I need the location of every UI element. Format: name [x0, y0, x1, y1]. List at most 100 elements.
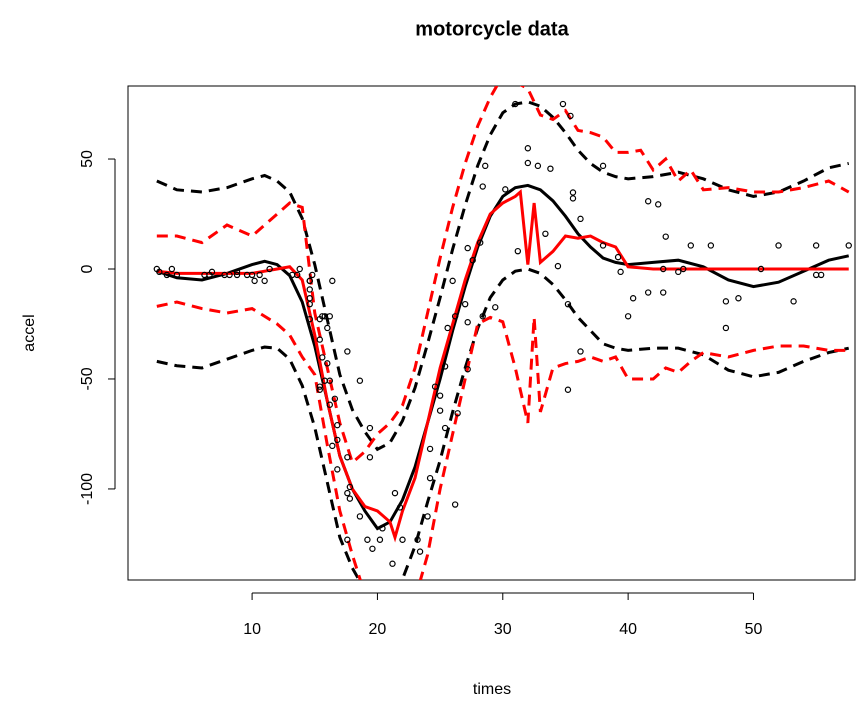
data-point [426, 445, 434, 453]
data-point [577, 348, 584, 355]
data-point [569, 195, 577, 202]
data-point [461, 300, 469, 308]
data-point [334, 436, 341, 444]
data-point [554, 262, 562, 270]
data-point [344, 348, 351, 355]
data-point [391, 489, 399, 497]
data-point [156, 268, 163, 276]
data-point [775, 242, 782, 249]
data-point [599, 162, 607, 170]
data-point [329, 442, 336, 450]
data-point [376, 536, 384, 543]
data-point [346, 483, 354, 491]
data-point [469, 256, 476, 264]
data-point [309, 271, 316, 279]
data-point [845, 242, 852, 249]
data-point [306, 295, 313, 302]
data-point [431, 383, 439, 390]
data-point [444, 324, 451, 332]
data-point [344, 536, 351, 543]
data-point [319, 354, 326, 361]
data-point [296, 265, 303, 273]
data-point [644, 198, 652, 205]
data-point [248, 271, 256, 279]
y-axis-label: accel [21, 314, 38, 351]
data-point [464, 319, 471, 326]
data-point [306, 277, 313, 285]
data-point [316, 336, 323, 343]
data-point [680, 265, 687, 273]
data-point [629, 295, 637, 302]
data-point [624, 313, 632, 320]
data-point [482, 162, 489, 170]
data-point [379, 525, 386, 532]
data-point [564, 386, 572, 393]
data-point [817, 271, 825, 279]
data-point [757, 265, 765, 273]
data-point [261, 277, 268, 285]
data-point [319, 313, 326, 320]
data-point [479, 313, 486, 320]
data-point [559, 100, 567, 108]
band-line [156, 300, 849, 580]
data-point [569, 189, 577, 196]
data-point [662, 233, 669, 240]
data-point [326, 377, 334, 384]
data-point [492, 304, 499, 311]
y-tick-label: -50 [79, 367, 96, 390]
data-point [389, 560, 396, 567]
data-point [326, 313, 334, 320]
data-point [436, 407, 444, 414]
x-tick-label: 50 [745, 621, 763, 638]
data-point [617, 268, 624, 276]
data-point [173, 271, 181, 279]
data-point [306, 286, 313, 293]
data-point [436, 392, 444, 399]
data-point [660, 289, 667, 296]
data-point [790, 298, 797, 305]
y-tick-label: -100 [79, 473, 96, 505]
data-point [331, 395, 339, 402]
data-point [208, 268, 216, 276]
data-point [266, 265, 273, 273]
data-point [426, 474, 434, 482]
data-point [346, 495, 354, 502]
data-point [233, 271, 241, 279]
data-point [514, 247, 522, 255]
x-tick-label: 10 [243, 621, 261, 638]
data-point [316, 383, 323, 390]
data-point [326, 401, 334, 408]
data-point [599, 242, 607, 249]
fit-line [156, 183, 850, 531]
data-point [441, 363, 449, 370]
data-point [687, 242, 694, 249]
x-axis-label: times [473, 681, 511, 698]
data-point [477, 239, 484, 246]
data-point [306, 315, 313, 323]
data-point [366, 424, 374, 432]
plot-box [127, 85, 856, 581]
data-point [369, 545, 376, 552]
data-point [512, 100, 519, 108]
data-point [451, 501, 459, 508]
data-point [660, 265, 667, 273]
chart-title: motorcycle data [415, 18, 569, 40]
data-point [547, 165, 554, 172]
data-point [812, 242, 820, 249]
data-point [356, 377, 364, 384]
data-point [251, 277, 258, 285]
data-point [416, 548, 424, 555]
data-point [655, 201, 662, 208]
data-point [524, 159, 532, 167]
data-point [316, 386, 323, 393]
data-point [449, 277, 456, 285]
data-point [306, 300, 313, 308]
data-point [334, 421, 341, 429]
data-point [163, 271, 171, 279]
data-point [226, 271, 233, 279]
lines-layer [156, 86, 850, 580]
data-point [567, 112, 574, 120]
data-point [614, 253, 622, 261]
data-point [524, 145, 532, 152]
